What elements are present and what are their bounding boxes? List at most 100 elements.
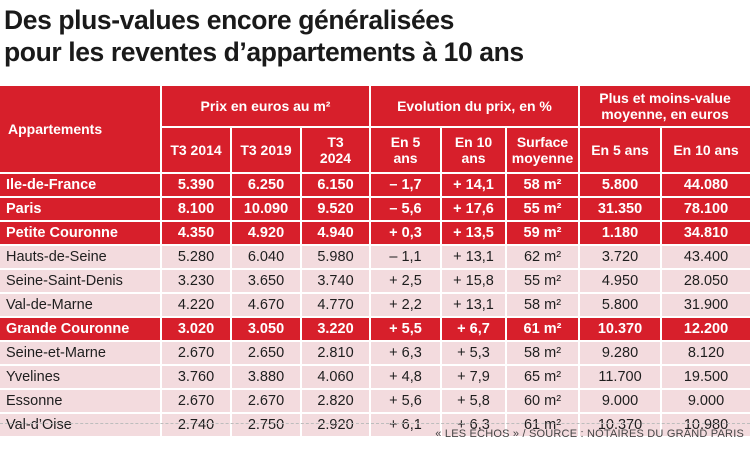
table-cell: 31.900 — [662, 294, 750, 316]
table-row: Val-d’Oise 2.740 2.750 2.920 + 6,1 + 6,3 61 m²… — [0, 414, 750, 436]
table-row: Seine-et-Marne 2.670 2.650 2.810 + 6,3 + 5,3 5… — [0, 342, 750, 364]
table-cell: 28.050 — [662, 270, 750, 292]
table-cell: 2.670 — [232, 390, 300, 412]
table-cell: 2.670 — [162, 342, 230, 364]
table-cell: 1.180 — [580, 222, 660, 244]
table-cell: 4.060 — [302, 366, 369, 388]
header-group-plusvalue: Plus et moins-value moyenne, en euros — [580, 86, 750, 126]
table-cell: 3.230 — [162, 270, 230, 292]
table-cell: + 5,3 — [442, 342, 505, 364]
header-col-7: En 5 ans — [580, 128, 660, 172]
table-cell: 2.820 — [302, 390, 369, 412]
table-row: Seine-Saint-Denis 3.230 3.650 3.740 + 2,5 + 1… — [0, 270, 750, 292]
table-cell: 12.200 — [662, 318, 750, 340]
table-cell: 4.350 — [162, 222, 230, 244]
table-cell: 78.100 — [662, 198, 750, 220]
table-cell: 58 m² — [507, 174, 578, 196]
table-cell: 8.120 — [662, 342, 750, 364]
table-cell: 9.520 — [302, 198, 369, 220]
table-cell: 2.750 — [232, 414, 300, 436]
table-cell: 8.100 — [162, 198, 230, 220]
table-cell: 5.800 — [580, 294, 660, 316]
table-cell: + 5,6 — [371, 390, 440, 412]
header-col-4: En 5 ans — [371, 128, 440, 172]
table-cell: 3.880 — [232, 366, 300, 388]
header-group-evolution: Evolution du prix, en % — [371, 86, 578, 126]
table-cell: 3.220 — [302, 318, 369, 340]
row-label: Grande Couronne — [0, 318, 160, 340]
row-label: Seine-et-Marne — [0, 342, 160, 364]
table-cell: + 6,3 — [371, 342, 440, 364]
table-cell: 2.920 — [302, 414, 369, 436]
row-label: Val-de-Marne — [0, 294, 160, 316]
table-cell: + 6,3 — [442, 414, 505, 436]
table-cell: 4.770 — [302, 294, 369, 316]
table-cell: 6.150 — [302, 174, 369, 196]
table-cell: 59 m² — [507, 222, 578, 244]
footer-divider — [0, 423, 750, 424]
table-cell: 4.670 — [232, 294, 300, 316]
table-cell: 58 m² — [507, 342, 578, 364]
header-col-2: T3 2019 — [232, 128, 300, 172]
table-row: Yvelines 3.760 3.880 4.060 + 4,8 + 7,9 65 m² 11… — [0, 366, 750, 388]
table-cell: + 6,7 — [442, 318, 505, 340]
row-label: Essonne — [0, 390, 160, 412]
table-cell: 2.740 — [162, 414, 230, 436]
table-cell: + 5,5 — [371, 318, 440, 340]
table-cell: 10.370 — [580, 414, 660, 436]
header-col-3: T3 2024 — [302, 128, 369, 172]
table-cell: + 2,2 — [371, 294, 440, 316]
table-cell: + 17,6 — [442, 198, 505, 220]
row-label: Paris — [0, 198, 160, 220]
table-cell: 5.280 — [162, 246, 230, 268]
table-cell: 55 m² — [507, 198, 578, 220]
table-cell: – 5,6 — [371, 198, 440, 220]
row-label: Val-d’Oise — [0, 414, 160, 436]
table-row: Petite Couronne 4.350 4.920 4.940 + 0,3 + 13,… — [0, 222, 750, 244]
header-col-5: En 10 ans — [442, 128, 505, 172]
table-cell: – 1,7 — [371, 174, 440, 196]
title-line-2: pour les reventes d’appartements à 10 an… — [4, 37, 524, 67]
table-row: Val-de-Marne 4.220 4.670 4.770 + 2,2 + 13,1 58… — [0, 294, 750, 316]
table-cell: 3.720 — [580, 246, 660, 268]
chart-title: Des plus-values encore généralisées pour… — [4, 4, 744, 68]
table-cell: 61 m² — [507, 414, 578, 436]
table-cell: + 13,1 — [442, 294, 505, 316]
table-cell: + 4,8 — [371, 366, 440, 388]
table-cell: 60 m² — [507, 390, 578, 412]
table-cell: + 2,5 — [371, 270, 440, 292]
table-cell: 2.810 — [302, 342, 369, 364]
table-cell: 5.800 — [580, 174, 660, 196]
header-col-8: En 10 ans — [662, 128, 750, 172]
table-cell: 55 m² — [507, 270, 578, 292]
table-cell: 6.250 — [232, 174, 300, 196]
table-cell: 4.950 — [580, 270, 660, 292]
table-cell: 43.400 — [662, 246, 750, 268]
table-cell: 9.000 — [662, 390, 750, 412]
table-cell: 3.050 — [232, 318, 300, 340]
table-row: Essonne 2.670 2.670 2.820 + 5,6 + 5,8 60 m² 9.0… — [0, 390, 750, 412]
source-note: « LES ÉCHOS » / SOURCE : NOTAIRES DU GRA… — [435, 428, 744, 440]
table-cell: + 14,1 — [442, 174, 505, 196]
table-cell: 4.940 — [302, 222, 369, 244]
row-label: Petite Couronne — [0, 222, 160, 244]
header-group-prix: Prix en euros au m² — [162, 86, 369, 126]
table-cell: 9.000 — [580, 390, 660, 412]
table-row: Paris 8.100 10.090 9.520– 5,6 + 17,6 55 m² 31.… — [0, 198, 750, 220]
table-cell: 5.980 — [302, 246, 369, 268]
table-cell: 61 m² — [507, 318, 578, 340]
table-cell: 58 m² — [507, 294, 578, 316]
table-cell: 44.080 — [662, 174, 750, 196]
row-label: Seine-Saint-Denis — [0, 270, 160, 292]
table-cell: 34.810 — [662, 222, 750, 244]
table-cell: – 1,1 — [371, 246, 440, 268]
table-cell: 6.040 — [232, 246, 300, 268]
row-label: Yvelines — [0, 366, 160, 388]
table-cell: + 15,8 — [442, 270, 505, 292]
table-cell: + 0,3 — [371, 222, 440, 244]
title-line-1: Des plus-values encore généralisées — [4, 5, 454, 35]
header-col-6: Surface moyenne — [507, 128, 578, 172]
table-cell: + 7,9 — [442, 366, 505, 388]
table-cell: + 5,8 — [442, 390, 505, 412]
table-cell: 3.020 — [162, 318, 230, 340]
